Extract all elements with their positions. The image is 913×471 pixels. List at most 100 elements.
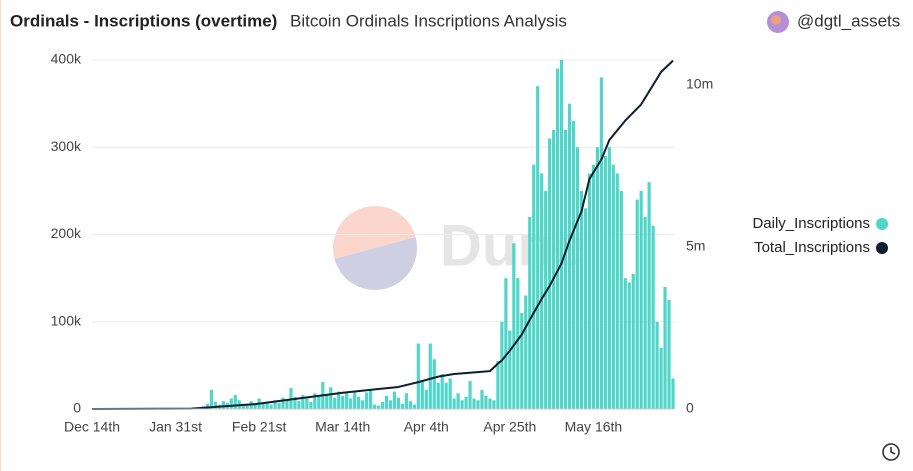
- line: [91, 59, 674, 410]
- bar: [213, 402, 217, 409]
- x-tick-label: Mar 14th: [315, 419, 370, 435]
- bar: [265, 402, 269, 409]
- bar: [384, 395, 389, 409]
- y-tick-label: 400k: [51, 51, 82, 67]
- bar: [667, 299, 671, 409]
- bar: [556, 68, 560, 409]
- y2-tick-label: 10m: [686, 76, 713, 92]
- bar: [599, 77, 603, 409]
- bar: [301, 395, 305, 409]
- bar: [372, 404, 377, 409]
- clock-face[interactable]: [882, 443, 900, 461]
- bar: [496, 361, 500, 409]
- bar: [643, 217, 647, 409]
- bar: [353, 391, 357, 409]
- bar: [424, 389, 428, 409]
- y-tick-label: 300k: [51, 138, 82, 154]
- bar: [651, 225, 655, 409]
- bar: [357, 396, 361, 409]
- bar: [607, 147, 611, 409]
- bar: [436, 382, 440, 409]
- bar: [305, 398, 309, 409]
- bar: [420, 381, 424, 409]
- y-tick-label: 200k: [51, 225, 82, 241]
- bar: [468, 381, 472, 409]
- bar: [361, 400, 365, 409]
- bar: [297, 401, 301, 409]
- bar: [221, 401, 225, 409]
- bar: [567, 103, 572, 409]
- bar: [563, 129, 568, 410]
- bar: [623, 278, 627, 409]
- x-tick-label: May 16th: [565, 419, 623, 435]
- bar: [492, 400, 496, 409]
- bar: [245, 405, 249, 409]
- avatar-detail: [771, 15, 781, 25]
- bar: [241, 403, 245, 409]
- bar: [205, 403, 209, 409]
- bar: [671, 378, 675, 409]
- legend-swatch: [876, 242, 888, 254]
- clock-hands[interactable]: [890, 447, 896, 455]
- bar: [368, 389, 373, 409]
- bar: [536, 86, 540, 410]
- bar: [520, 313, 524, 409]
- bar: [480, 389, 484, 409]
- bar: [209, 389, 213, 409]
- logo-bottom: [334, 237, 417, 290]
- author: @dgtl_assets: [797, 11, 900, 30]
- bar: [544, 190, 548, 409]
- bar: [281, 397, 285, 409]
- bar: [404, 393, 408, 409]
- clock-icon[interactable]: [882, 443, 900, 461]
- bar: [591, 164, 596, 409]
- bar: [229, 398, 233, 409]
- bar: [325, 394, 329, 409]
- bar: [364, 392, 369, 409]
- bar: [595, 147, 599, 409]
- bar: [261, 403, 265, 409]
- bar: [460, 400, 464, 409]
- bar: [329, 387, 333, 409]
- bar: [345, 393, 349, 409]
- bar: [587, 173, 592, 409]
- x-tick-label: Apr 4th: [404, 419, 449, 435]
- bar: [269, 404, 273, 409]
- bar: [488, 398, 492, 409]
- bar: [583, 208, 588, 409]
- bar: [313, 393, 317, 409]
- x-tick-label: Dec 14th: [64, 419, 120, 435]
- bar: [452, 398, 456, 409]
- bar: [528, 217, 532, 409]
- bar: [408, 401, 412, 409]
- bar: [500, 321, 504, 409]
- chart-title: Ordinals - Inscriptions (overtime): [10, 11, 277, 30]
- legend-label: Total_Inscriptions: [754, 239, 870, 256]
- y-tick-label: 0: [73, 400, 81, 416]
- bar: [333, 397, 337, 409]
- bar: [444, 382, 448, 409]
- bar: [512, 243, 516, 409]
- bar: [611, 164, 615, 409]
- bar: [647, 182, 651, 409]
- bar: [400, 403, 404, 409]
- logo-top: [333, 206, 416, 259]
- bar: [559, 60, 564, 409]
- bar: [579, 190, 584, 409]
- bar: [663, 286, 667, 409]
- bar: [516, 278, 520, 409]
- bar: [655, 321, 659, 409]
- bar: [571, 121, 576, 409]
- legend: Daily_Inscriptions Total_Inscriptions: [752, 215, 888, 256]
- bar: [253, 404, 257, 409]
- bar: [472, 398, 476, 409]
- bar: [627, 282, 631, 409]
- bar: [440, 374, 444, 409]
- bar: [412, 404, 416, 409]
- x-tick-label: Apr 25th: [483, 419, 536, 435]
- bar: [484, 395, 488, 409]
- bar: [635, 199, 639, 409]
- bar: [631, 273, 635, 409]
- x-tick-label: Jan 31st: [149, 419, 202, 435]
